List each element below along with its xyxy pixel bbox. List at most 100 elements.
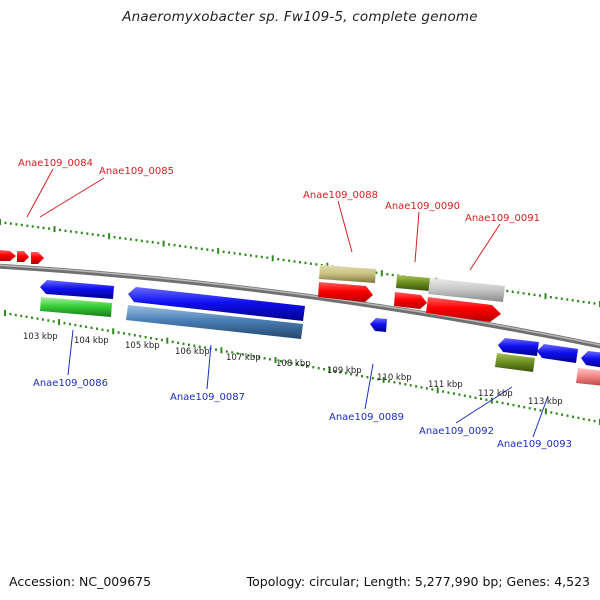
gene-red-left-3 <box>31 252 44 264</box>
bottom-scale-tick-major <box>544 408 547 415</box>
bottom-scale-tick-minor <box>507 402 509 406</box>
gene-anae109-0093-a <box>537 344 578 363</box>
top-scale-tick-minor <box>75 231 78 234</box>
bottom-scale-tick-minor <box>458 393 461 396</box>
bottom-scale-tick-minor <box>517 405 520 408</box>
bottom-scale-tick-minor <box>301 364 304 367</box>
top-scale-tick-minor <box>249 254 252 257</box>
gene-label-anae109-0085[interactable]: Anae109_0085 <box>99 166 174 177</box>
kbp-label: 103 kbp <box>23 332 58 342</box>
bottom-scale-tick-minor <box>371 377 374 380</box>
gene-label-anae109-0090[interactable]: Anae109_0090 <box>385 201 460 212</box>
bottom-scale-tick-minor <box>425 387 428 390</box>
top-scale-tick-minor <box>64 229 67 232</box>
leader-anae109-0092 <box>455 386 513 424</box>
top-scale-tick-minor <box>173 244 176 247</box>
bottom-scale-tick-minor <box>366 376 369 379</box>
bottom-scale-tick-minor <box>512 403 515 407</box>
bottom-scale-tick-minor <box>139 335 142 338</box>
top-scale-tick-minor <box>157 241 160 245</box>
gene-label-anae109-0092[interactable]: Anae109_0092 <box>419 426 494 437</box>
bottom-scale-tick-minor <box>25 315 28 318</box>
bottom-scale-tick-minor <box>263 357 266 360</box>
top-scale-tick-minor <box>549 296 552 299</box>
bottom-scale-tick-minor <box>231 351 234 354</box>
gene-anae109-0091 <box>428 278 505 302</box>
bottom-scale-tick-minor <box>528 407 531 410</box>
bottom-scale-tick-minor <box>41 318 44 321</box>
gene-label-anae109-0087[interactable]: Anae109_0087 <box>170 392 245 403</box>
leader-anae109-0089 <box>364 363 374 410</box>
bottom-scale-tick-minor <box>334 370 336 373</box>
bottom-scale-tick-minor <box>306 365 309 368</box>
bottom-scale-tick-minor <box>420 386 423 389</box>
top-scale-tick-minor <box>255 255 258 258</box>
bottom-scale-tick-major <box>274 357 277 364</box>
gene-red-left-1 <box>0 250 16 261</box>
top-scale-tick-minor <box>588 301 591 304</box>
bottom-scale-tick-minor <box>344 372 347 375</box>
bottom-scale-tick-minor <box>258 356 261 359</box>
bottom-scale-tick-minor <box>588 418 591 422</box>
gene-label-anae109-0088[interactable]: Anae109_0088 <box>303 190 378 201</box>
leader-anae109-0090 <box>414 211 420 263</box>
bottom-scale-tick-minor <box>290 362 293 365</box>
kbp-label: 104 kbp <box>74 336 109 346</box>
top-scale-tick-minor <box>299 261 301 264</box>
gene-red-0090b <box>394 292 427 309</box>
top-scale-tick-minor <box>26 224 29 227</box>
bottom-scale-tick-minor <box>96 327 98 330</box>
bottom-scale-tick-minor <box>68 322 71 326</box>
leader-anae109-0087 <box>206 344 212 390</box>
bottom-scale-tick-minor <box>177 341 180 344</box>
top-scale-tick-minor <box>69 230 72 233</box>
bottom-scale-tick-minor <box>404 383 407 386</box>
leader-anae109-0084 <box>26 168 54 218</box>
bottom-scale-tick-minor <box>117 331 120 334</box>
bottom-scale-tick-minor <box>193 344 196 347</box>
top-scale-tick-minor <box>577 299 580 303</box>
bottom-scale-tick-minor <box>577 416 580 420</box>
bottom-scale-tick-major <box>382 377 385 383</box>
bottom-scale-tick-minor <box>447 391 450 394</box>
kbp-label: 105 kbp <box>125 341 160 351</box>
bottom-scale-tick-major <box>58 319 61 326</box>
top-scale-tick-minor <box>206 248 209 251</box>
gene-label-anae109-0086[interactable]: Anae109_0086 <box>33 378 108 389</box>
gene-label-anae109-0084[interactable]: Anae109_0084 <box>18 158 93 169</box>
top-scale-tick-minor <box>80 231 83 235</box>
top-scale-tick-minor <box>189 246 192 249</box>
bottom-scale-tick-minor <box>215 348 217 351</box>
bottom-scale-tick-minor <box>323 368 326 371</box>
bottom-scale-tick-minor <box>198 345 201 348</box>
bottom-scale-tick-minor <box>74 323 77 327</box>
bottom-scale-tick-minor <box>355 374 358 377</box>
gene-label-anae109-0091[interactable]: Anae109_0091 <box>465 213 540 224</box>
bottom-scale-tick-minor <box>247 354 250 357</box>
bottom-scale-tick-minor <box>317 367 320 370</box>
bottom-scale-tick-minor <box>398 382 401 385</box>
gene-label-anae109-0093[interactable]: Anae109_0093 <box>497 439 572 450</box>
leader-anae109-0088 <box>337 200 353 253</box>
top-scale-tick-minor <box>309 262 312 265</box>
gene-label-anae109-0089[interactable]: Anae109_0089 <box>329 412 404 423</box>
bottom-scale-tick-minor <box>312 366 315 369</box>
bottom-scale-tick-minor <box>550 411 553 414</box>
gene-anae109-0086 <box>40 280 114 299</box>
bottom-scale-tick-minor <box>463 394 466 397</box>
gene-red-0091b <box>426 297 501 322</box>
bottom-scale-tick-minor <box>14 313 17 317</box>
bottom-scale-tick-minor <box>453 392 455 395</box>
bottom-scale-tick-major <box>328 367 331 373</box>
top-scale-tick-minor <box>244 253 247 256</box>
bottom-scale-tick-minor <box>187 343 190 346</box>
bottom-scale-tick-minor <box>523 406 526 409</box>
bottom-scale-tick-minor <box>296 363 299 366</box>
top-scale-tick-minor <box>124 237 127 240</box>
bottom-scale-tick-major <box>4 310 6 316</box>
top-scale-tick-major <box>271 255 274 262</box>
leader-anae109-0091 <box>469 223 501 271</box>
map-title: Anaeromyxobacter sp. Fw109-5, complete g… <box>122 9 478 25</box>
top-scale-tick-minor <box>375 271 378 274</box>
bottom-scale-tick-minor <box>409 384 412 387</box>
